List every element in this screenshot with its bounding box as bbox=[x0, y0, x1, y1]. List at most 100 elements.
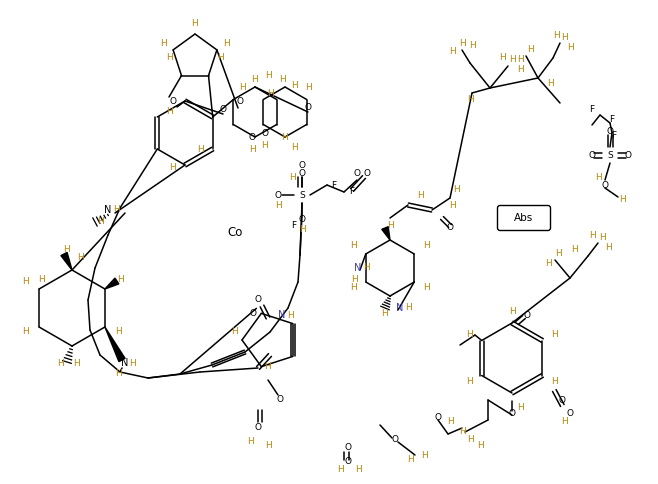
Text: F: F bbox=[590, 106, 595, 115]
Text: H: H bbox=[265, 71, 271, 79]
Text: H: H bbox=[299, 225, 305, 233]
Text: O: O bbox=[588, 151, 595, 160]
Text: H: H bbox=[595, 172, 601, 182]
Text: H: H bbox=[130, 359, 136, 367]
Text: H: H bbox=[555, 248, 561, 257]
Text: S: S bbox=[607, 151, 613, 160]
Text: O: O bbox=[434, 413, 442, 423]
Text: O: O bbox=[249, 134, 255, 142]
Text: H: H bbox=[350, 242, 357, 251]
Text: H: H bbox=[545, 258, 551, 268]
Text: H: H bbox=[387, 222, 393, 230]
Text: H: H bbox=[170, 163, 176, 171]
Text: H: H bbox=[467, 330, 473, 339]
Text: H: H bbox=[509, 306, 515, 316]
Text: O: O bbox=[624, 151, 632, 160]
FancyBboxPatch shape bbox=[497, 206, 551, 230]
Text: H: H bbox=[350, 283, 357, 291]
Text: N: N bbox=[278, 310, 286, 320]
Text: H: H bbox=[218, 53, 224, 62]
Text: O: O bbox=[524, 311, 530, 319]
Text: H: H bbox=[423, 283, 430, 291]
Text: H: H bbox=[572, 245, 578, 255]
Text: H: H bbox=[553, 31, 559, 41]
Text: H: H bbox=[407, 455, 413, 465]
Polygon shape bbox=[105, 278, 119, 289]
Text: H: H bbox=[230, 328, 238, 336]
Text: F: F bbox=[349, 187, 355, 197]
Text: O: O bbox=[299, 168, 305, 178]
Text: S: S bbox=[299, 191, 305, 199]
Text: H: H bbox=[561, 33, 567, 43]
Text: H: H bbox=[468, 42, 475, 50]
Text: H: H bbox=[355, 466, 361, 474]
Text: N: N bbox=[354, 263, 362, 273]
Text: H: H bbox=[453, 185, 459, 195]
Text: H: H bbox=[114, 206, 120, 214]
Text: F: F bbox=[332, 181, 336, 190]
Text: O: O bbox=[274, 191, 282, 199]
Text: H: H bbox=[422, 451, 428, 459]
Text: H: H bbox=[363, 263, 369, 272]
Text: H: H bbox=[116, 328, 122, 336]
Text: H: H bbox=[290, 173, 296, 182]
Text: H: H bbox=[567, 44, 573, 52]
Text: H: H bbox=[449, 201, 457, 211]
Text: H: H bbox=[291, 143, 298, 152]
Text: H: H bbox=[551, 377, 558, 386]
Text: H: H bbox=[619, 195, 625, 203]
Text: O: O bbox=[392, 436, 399, 444]
Text: H: H bbox=[278, 76, 286, 85]
Text: O: O bbox=[345, 457, 351, 467]
Text: H: H bbox=[405, 303, 411, 313]
Text: H: H bbox=[459, 427, 465, 437]
Text: F: F bbox=[611, 131, 617, 139]
Text: H: H bbox=[509, 56, 515, 64]
Text: F: F bbox=[609, 116, 615, 124]
Text: H: H bbox=[76, 254, 84, 262]
Text: H: H bbox=[517, 56, 523, 64]
Text: N: N bbox=[121, 358, 129, 368]
Text: O: O bbox=[363, 168, 370, 178]
Text: H: H bbox=[423, 242, 430, 251]
Text: H: H bbox=[251, 76, 259, 85]
Text: H: H bbox=[337, 466, 343, 474]
Text: O: O bbox=[607, 126, 613, 136]
Text: O: O bbox=[261, 128, 268, 137]
Text: O: O bbox=[170, 97, 176, 106]
Text: H: H bbox=[291, 80, 298, 90]
Text: H: H bbox=[266, 89, 273, 97]
Text: O: O bbox=[255, 424, 261, 433]
Text: O: O bbox=[559, 396, 566, 405]
Text: H: H bbox=[476, 440, 484, 450]
Text: H: H bbox=[118, 274, 124, 284]
Text: H: H bbox=[38, 274, 45, 284]
Text: H: H bbox=[287, 311, 293, 319]
Text: H: H bbox=[547, 78, 553, 88]
Text: H: H bbox=[282, 134, 288, 142]
Text: H: H bbox=[197, 145, 204, 153]
Text: H: H bbox=[382, 309, 388, 318]
Text: H: H bbox=[499, 54, 505, 62]
Text: O: O bbox=[236, 97, 243, 106]
Text: H: H bbox=[467, 377, 473, 386]
Text: H: H bbox=[64, 245, 70, 255]
Text: H: H bbox=[74, 360, 80, 368]
Text: O: O bbox=[250, 309, 257, 318]
Text: H: H bbox=[262, 140, 268, 150]
Text: H: H bbox=[114, 369, 121, 378]
Text: F: F bbox=[291, 221, 297, 229]
Text: H: H bbox=[239, 84, 245, 92]
Text: O: O bbox=[447, 224, 453, 232]
Text: O: O bbox=[567, 409, 574, 418]
Text: H: H bbox=[467, 436, 473, 444]
Text: H: H bbox=[459, 40, 465, 48]
Text: H: H bbox=[447, 418, 453, 426]
Text: H: H bbox=[551, 330, 558, 339]
Text: H: H bbox=[22, 328, 28, 336]
Text: O: O bbox=[509, 408, 515, 418]
Polygon shape bbox=[61, 253, 72, 270]
Text: H: H bbox=[605, 243, 611, 253]
Text: H: H bbox=[166, 107, 172, 117]
Text: H: H bbox=[166, 53, 172, 62]
